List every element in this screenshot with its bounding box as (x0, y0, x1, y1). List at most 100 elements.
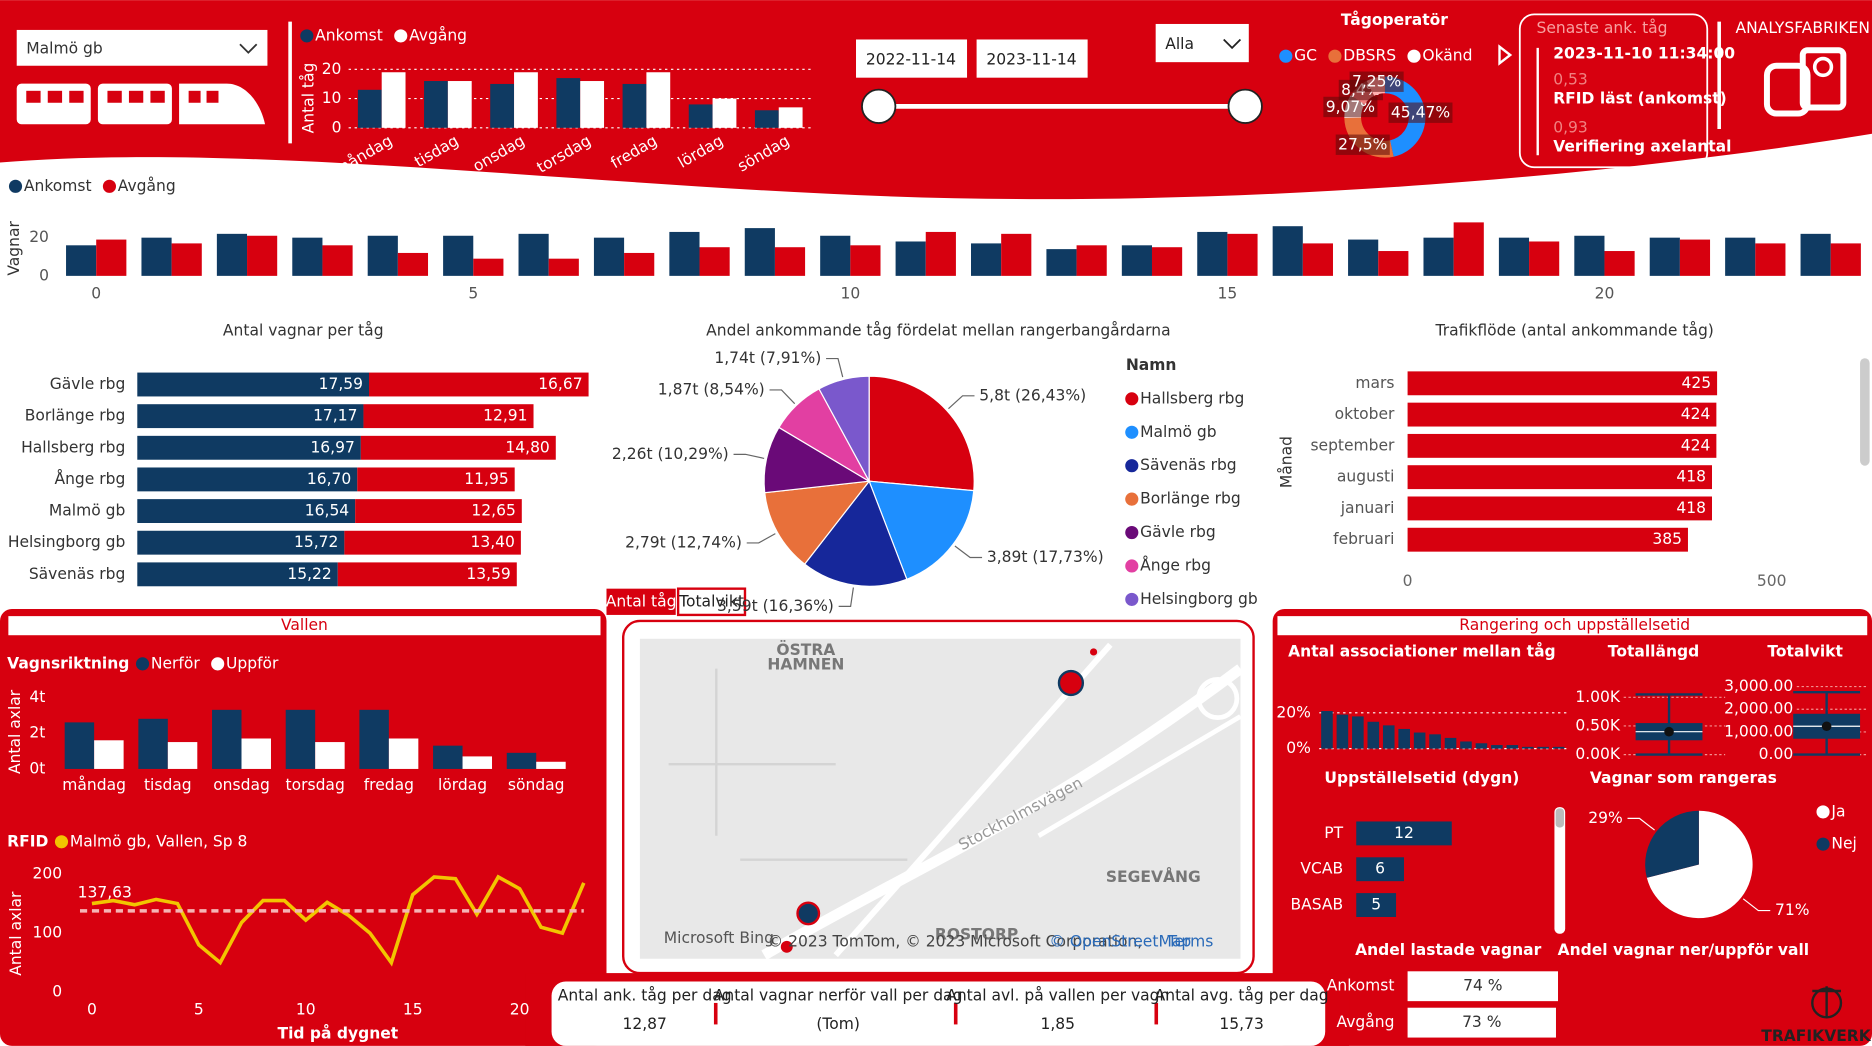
tab-label: Antal tåg (606, 592, 677, 610)
bar (1725, 238, 1755, 276)
legend-label: Ankomst (315, 26, 383, 44)
bar (242, 738, 271, 768)
x-tick-label: 0 (87, 1001, 97, 1019)
dashboard: Vallen Rangering och uppställelsetid Mal… (0, 0, 1872, 1046)
y-tick-label: mars (1355, 374, 1394, 392)
bar (359, 710, 388, 769)
legend-marker (55, 835, 68, 848)
bar (820, 236, 850, 276)
legend-label: Avgång (118, 177, 176, 195)
y-tick-label: 100 (32, 924, 62, 942)
bar (1755, 243, 1785, 275)
legend-marker (1816, 838, 1829, 851)
legend-marker (1328, 50, 1341, 63)
bar (514, 72, 538, 128)
map[interactable] (640, 639, 1241, 959)
leader-line (770, 390, 795, 404)
bar (1522, 747, 1534, 749)
bar (1499, 238, 1529, 276)
y-tick-label: 0% (1286, 739, 1311, 757)
chart-title: Uppställelsetid (dygn) (1324, 769, 1519, 787)
value-label: 424 (1681, 405, 1711, 423)
bar (389, 738, 418, 768)
map-provider: Microsoft Bing (664, 929, 774, 947)
kpi-value: 12,87 (622, 1015, 666, 1033)
map-point[interactable] (1059, 671, 1083, 695)
map-place: SEGEVÅNG (1106, 867, 1201, 886)
slider-handle[interactable] (1229, 90, 1262, 123)
y-tick-label: 20 (322, 60, 342, 78)
bar (1801, 234, 1831, 276)
bar (1273, 226, 1303, 276)
bar (624, 253, 654, 276)
value-label: 7,25% (1352, 73, 1401, 91)
bar (519, 234, 549, 276)
value-label: 16,70 (307, 470, 351, 488)
chart-title: Andel ankommande tåg fördelat mellan ran… (706, 321, 1170, 339)
bar (1423, 238, 1453, 276)
kpi-value: (Tom) (816, 1015, 860, 1033)
map-terms[interactable]: Terms (1167, 933, 1214, 951)
y-tick-label: september (1310, 436, 1395, 454)
bar (322, 245, 352, 276)
y-tick-label: Borlänge rbg (25, 407, 126, 425)
x-tick-label: 15 (1218, 284, 1238, 302)
dropdown-value: Malmö gb (26, 40, 102, 58)
bar (850, 245, 880, 276)
y-tick-label: Gävle rbg (50, 375, 126, 393)
kpi-label: Antal ank. tåg per dag (558, 986, 732, 1004)
bar (1046, 249, 1076, 276)
dropdown-value: Alla (1165, 35, 1194, 53)
legend-label: DBSRS (1343, 47, 1396, 65)
bar (463, 756, 492, 769)
pie-slice (869, 376, 974, 490)
x-tick-label: måndag (62, 776, 126, 794)
chart-title: Vagnar som rangeras (1590, 769, 1777, 787)
kpi-label: Antal avl. på vallen per vagn (946, 986, 1169, 1004)
bar (247, 236, 277, 276)
kpi-value: 1,85 (1041, 1015, 1076, 1033)
value-label: 1,74t (7,91%) (714, 349, 821, 367)
scroll-thumb[interactable] (1556, 808, 1564, 827)
scrollbar[interactable] (1860, 358, 1870, 465)
value-label: 13,40 (470, 533, 514, 551)
bar (473, 259, 503, 276)
y-axis-label: Månad (1278, 436, 1296, 488)
y-tick-label: oktober (1335, 405, 1395, 423)
chart-title: Andel lastade vagnar (1355, 941, 1542, 959)
legend-label: Sävenäs rbg (1140, 456, 1237, 474)
chart-title: Antal associationer mellan tåg (1288, 641, 1556, 660)
bar (368, 236, 398, 276)
y-axis-label: Vagnar (5, 221, 23, 276)
bar (1650, 238, 1680, 276)
legend-marker (1279, 50, 1292, 63)
x-tick-label: 500 (1757, 572, 1787, 590)
legend-marker (300, 29, 313, 42)
value-label: 3,59t (16,36%) (717, 597, 834, 615)
legend-marker (1125, 459, 1138, 472)
y-tick-label: 20 (29, 228, 49, 246)
date-from-text: 2022-11-14 (866, 50, 956, 68)
value-label: 424 (1681, 436, 1711, 454)
value-label: 9,07% (1326, 98, 1375, 116)
bar (1077, 245, 1107, 276)
section-title: Vallen (281, 616, 328, 634)
bar (713, 99, 737, 128)
value-label: 15,72 (294, 533, 338, 551)
reference-label: 137,63 (78, 883, 132, 901)
bar (556, 78, 580, 128)
bar (433, 746, 462, 769)
y-tick-label: 2t (29, 724, 45, 742)
value-label: 13,59 (466, 565, 510, 583)
bar (1680, 240, 1710, 276)
bar (1553, 747, 1565, 749)
bar (623, 84, 647, 128)
y-tick-label: 20% (1276, 703, 1311, 721)
slider-handle[interactable] (862, 90, 895, 123)
map-point[interactable] (798, 903, 819, 924)
legend-marker (1407, 50, 1420, 63)
legend-label: Nerför (151, 654, 200, 672)
map-point[interactable] (1090, 648, 1097, 655)
legend-label: Helsingborg gb (1140, 590, 1258, 608)
legend-marker (394, 29, 407, 42)
